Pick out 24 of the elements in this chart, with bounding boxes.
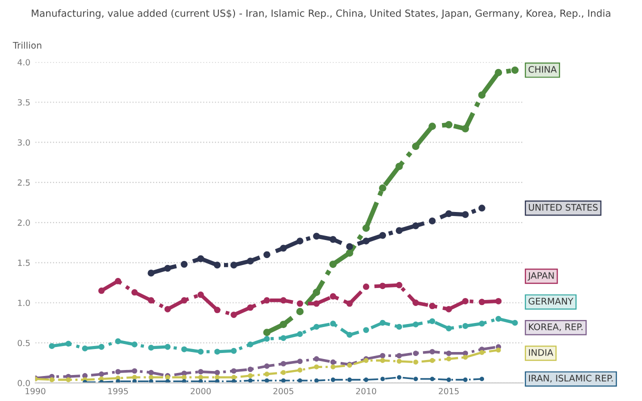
y-tick-label: 4.0 bbox=[18, 59, 30, 66]
text: JAPAN bbox=[528, 272, 554, 281]
text: IRAN, ISLAMIC REP. bbox=[528, 374, 613, 382]
y-tick-label: 1.0 bbox=[18, 300, 30, 306]
x-tick-label: 1990 bbox=[26, 388, 46, 394]
text: INDIA bbox=[528, 349, 554, 356]
series-label: CHINA bbox=[528, 66, 557, 73]
y-axis-title: Trillion bbox=[12, 42, 42, 49]
x-tick-label: 2010 bbox=[356, 388, 376, 394]
text: GERMANY bbox=[528, 298, 574, 305]
text: KOREA, REP. bbox=[528, 323, 582, 332]
x-tick-label: 1995 bbox=[108, 388, 128, 394]
text: UNITED STATES bbox=[528, 204, 598, 211]
y-tick-label: 0.0 bbox=[18, 380, 30, 386]
x-tick-label: 2005 bbox=[273, 388, 294, 394]
y-tick-label: 2.5 bbox=[18, 179, 30, 186]
y-tick-label: 3.5 bbox=[18, 99, 30, 106]
chart-title: Manufacturing, value added (current US$) - Iran, Islamic Rep., China, United States, Japan, Germany, Korea, Rep., India bbox=[32, 9, 610, 19]
x-tick-label: 2015 bbox=[438, 388, 459, 394]
y-tick-label: 1.5 bbox=[18, 260, 30, 266]
y-tick-label: 0.5 bbox=[18, 340, 30, 346]
y-tick-label: 3.0 bbox=[18, 139, 30, 146]
x-tick-label: 2000 bbox=[190, 388, 211, 394]
y-tick-label: 2.0 bbox=[18, 220, 30, 226]
